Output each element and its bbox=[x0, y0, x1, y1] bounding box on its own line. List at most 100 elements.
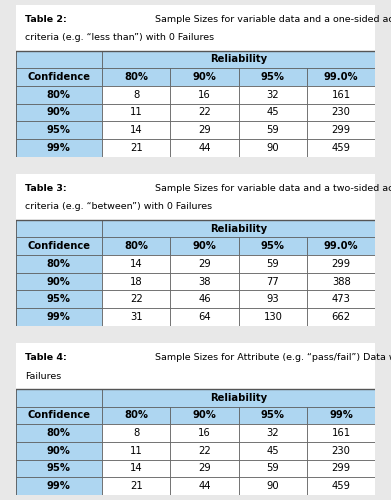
Bar bbox=[307, 308, 375, 326]
Bar bbox=[239, 68, 307, 86]
Bar bbox=[239, 104, 307, 122]
Text: 80%: 80% bbox=[47, 90, 71, 100]
Bar bbox=[16, 122, 102, 139]
Text: 473: 473 bbox=[332, 294, 351, 304]
Bar bbox=[16, 442, 102, 460]
Bar bbox=[16, 174, 375, 220]
Bar bbox=[307, 238, 375, 255]
Text: criteria (e.g. “less than”) with 0 Failures: criteria (e.g. “less than”) with 0 Failu… bbox=[25, 34, 214, 42]
Text: 59: 59 bbox=[266, 259, 279, 269]
Bar bbox=[102, 86, 170, 104]
Bar bbox=[102, 406, 170, 424]
Bar bbox=[239, 238, 307, 255]
Text: 230: 230 bbox=[332, 108, 351, 118]
Bar bbox=[170, 273, 239, 290]
Text: 18: 18 bbox=[130, 276, 142, 286]
Text: 45: 45 bbox=[267, 446, 279, 456]
Text: 64: 64 bbox=[198, 312, 211, 322]
Bar bbox=[170, 122, 239, 139]
Bar bbox=[102, 460, 170, 477]
Text: criteria (e.g. “between”) with 0 Failures: criteria (e.g. “between”) with 0 Failure… bbox=[25, 202, 212, 211]
Bar bbox=[170, 460, 239, 477]
Text: 99%: 99% bbox=[47, 143, 71, 153]
Text: 95%: 95% bbox=[47, 464, 71, 473]
Bar bbox=[102, 290, 170, 308]
Text: 22: 22 bbox=[198, 446, 211, 456]
Bar bbox=[16, 68, 102, 86]
Bar bbox=[239, 86, 307, 104]
Text: 459: 459 bbox=[332, 481, 351, 491]
Bar bbox=[239, 406, 307, 424]
Text: Sample Sizes for Attribute (e.g. “pass/fail”) Data with 0: Sample Sizes for Attribute (e.g. “pass/f… bbox=[152, 354, 391, 362]
Bar bbox=[102, 389, 375, 406]
Text: 99.0%: 99.0% bbox=[324, 241, 359, 251]
Bar bbox=[170, 308, 239, 326]
Bar bbox=[16, 308, 102, 326]
Text: Table 2:: Table 2: bbox=[25, 15, 66, 24]
Text: 90%: 90% bbox=[47, 446, 71, 456]
Bar bbox=[16, 424, 102, 442]
Text: 95%: 95% bbox=[261, 72, 285, 82]
Text: 388: 388 bbox=[332, 276, 351, 286]
Text: Reliability: Reliability bbox=[210, 224, 267, 234]
Bar bbox=[16, 104, 102, 122]
Text: Confidence: Confidence bbox=[27, 241, 90, 251]
Text: Sample Sizes for variable data and a two-sided acceptance: Sample Sizes for variable data and a two… bbox=[152, 184, 391, 193]
Bar bbox=[102, 122, 170, 139]
Bar bbox=[170, 238, 239, 255]
Text: 95%: 95% bbox=[261, 241, 285, 251]
Bar bbox=[102, 50, 375, 68]
Text: Sample Sizes for variable data and a one-sided acceptance: Sample Sizes for variable data and a one… bbox=[152, 15, 391, 24]
Text: 46: 46 bbox=[198, 294, 211, 304]
Text: 95%: 95% bbox=[47, 294, 71, 304]
Text: 80%: 80% bbox=[47, 428, 71, 438]
Bar bbox=[170, 478, 239, 495]
Bar bbox=[16, 389, 102, 406]
Bar bbox=[16, 273, 102, 290]
Text: 22: 22 bbox=[198, 108, 211, 118]
Bar bbox=[102, 442, 170, 460]
Bar bbox=[307, 139, 375, 156]
Bar bbox=[16, 5, 375, 51]
Text: Failures: Failures bbox=[25, 372, 61, 380]
Bar bbox=[307, 122, 375, 139]
Bar bbox=[102, 424, 170, 442]
Text: Confidence: Confidence bbox=[27, 410, 90, 420]
Text: 99.0%: 99.0% bbox=[324, 72, 359, 82]
Bar bbox=[102, 273, 170, 290]
Bar bbox=[239, 139, 307, 156]
Bar bbox=[16, 460, 102, 477]
Text: 32: 32 bbox=[267, 428, 279, 438]
Text: 90: 90 bbox=[267, 481, 279, 491]
Text: 80%: 80% bbox=[124, 72, 148, 82]
Text: 44: 44 bbox=[198, 481, 211, 491]
Text: 299: 299 bbox=[332, 125, 351, 135]
Bar bbox=[170, 406, 239, 424]
Text: 230: 230 bbox=[332, 446, 351, 456]
Text: 130: 130 bbox=[264, 312, 282, 322]
Bar bbox=[239, 308, 307, 326]
Text: 59: 59 bbox=[266, 125, 279, 135]
Bar bbox=[307, 424, 375, 442]
Text: 29: 29 bbox=[198, 464, 211, 473]
Bar bbox=[170, 86, 239, 104]
Text: Table 4:: Table 4: bbox=[25, 354, 66, 362]
Text: 90%: 90% bbox=[192, 410, 217, 420]
Text: 29: 29 bbox=[198, 125, 211, 135]
Bar bbox=[16, 344, 375, 389]
Text: 21: 21 bbox=[130, 481, 143, 491]
Bar bbox=[307, 273, 375, 290]
Text: 99%: 99% bbox=[47, 312, 71, 322]
Bar bbox=[239, 273, 307, 290]
Bar bbox=[307, 478, 375, 495]
Text: 299: 299 bbox=[332, 464, 351, 473]
Bar bbox=[239, 424, 307, 442]
Bar bbox=[16, 238, 102, 255]
Text: 95%: 95% bbox=[47, 125, 71, 135]
Bar bbox=[102, 220, 375, 238]
Bar bbox=[102, 478, 170, 495]
Text: 44: 44 bbox=[198, 143, 211, 153]
Bar bbox=[239, 442, 307, 460]
Bar bbox=[307, 406, 375, 424]
Bar bbox=[102, 139, 170, 156]
